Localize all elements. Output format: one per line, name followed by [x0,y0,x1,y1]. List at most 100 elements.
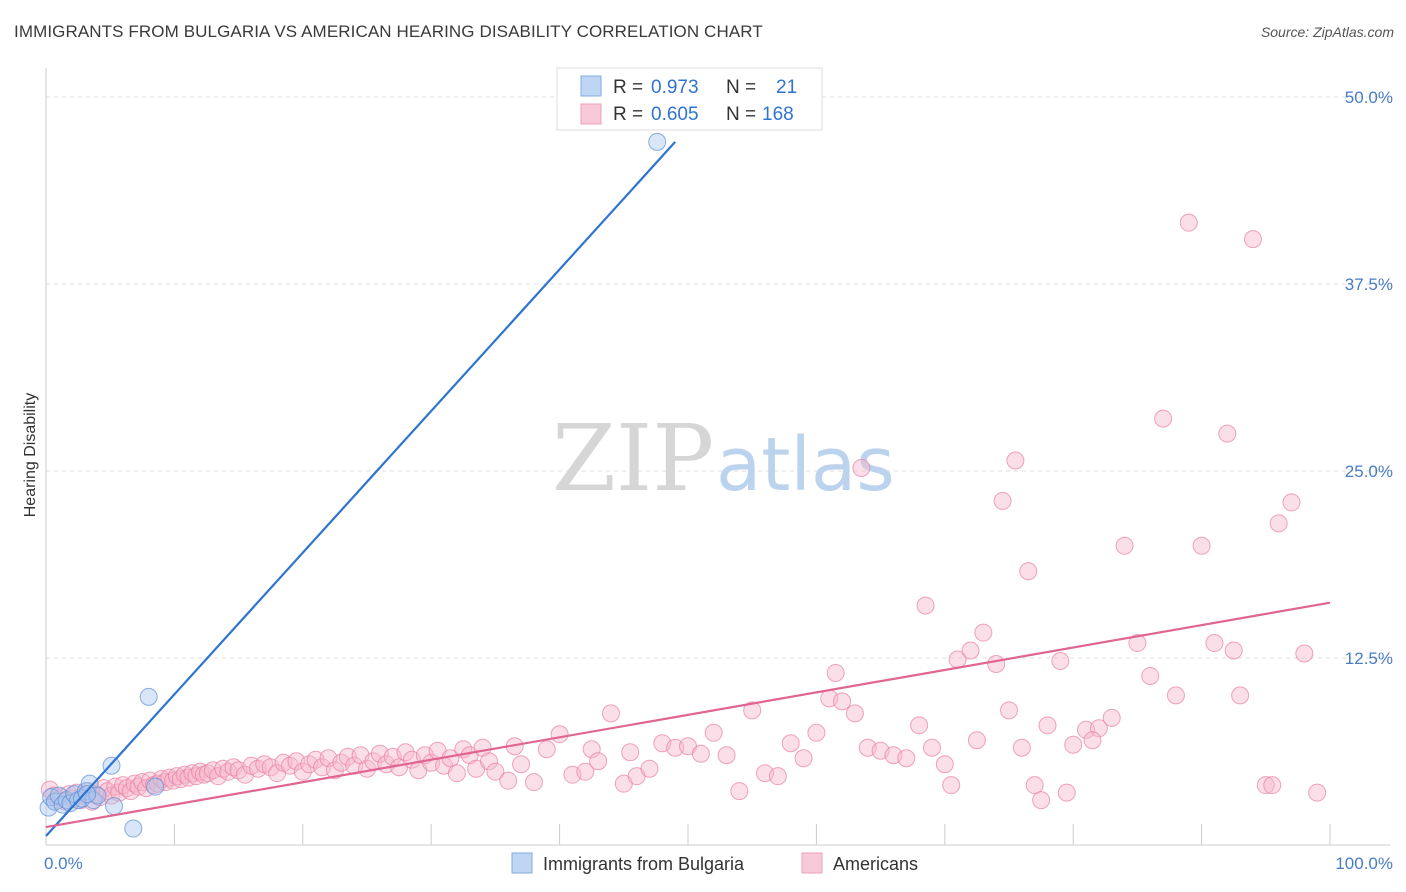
data-point [852,459,871,478]
data-point [1038,716,1057,735]
y-tick-label: 50.0% [1345,88,1393,107]
data-point [1243,230,1262,249]
data-point [1115,536,1134,555]
legend-label-americans: Americans [833,854,918,874]
data-point [730,782,749,801]
data-point [1057,783,1076,802]
data-point [974,623,993,642]
data-point [1282,493,1301,512]
data-point [325,761,344,780]
data-point [942,776,961,795]
data-point [524,773,543,792]
data-point [717,746,736,765]
data-point [105,797,124,816]
data-point [1308,783,1327,802]
data-point [648,132,667,151]
stats-box: R = 0.973 N = 21 R = 0.605 N = 168 [556,67,823,131]
data-point [248,759,267,778]
data-point [582,740,601,759]
data-point [1224,641,1243,660]
data-point [826,663,845,682]
data-point [1083,731,1102,750]
watermark-zip: ZIP [552,405,714,512]
legend-label-bulgaria: Immigrants from Bulgaria [543,854,745,874]
data-point [486,762,505,781]
data-point [499,771,518,790]
stats-r-value-americans: 0.605 [651,104,699,125]
data-point [897,749,916,768]
data-point [1019,562,1038,581]
data-point [845,704,864,723]
stats-swatch-americans [580,103,602,125]
data-point [833,692,852,711]
x-tick-label: 100.0% [1335,854,1393,873]
axes [45,68,1390,846]
data-point [987,654,1006,673]
data-point [306,750,325,769]
y-tick-label: 37.5% [1345,275,1393,294]
data-point [1154,409,1173,428]
data-point [1295,644,1314,663]
data-point [139,687,158,706]
data-point [1064,735,1083,754]
data-point [1179,213,1198,232]
y-tick-label: 25.0% [1345,462,1393,481]
data-point [1231,686,1250,705]
data-point [704,723,723,742]
data-point [1089,719,1108,738]
y-tick-label: 12.5% [1345,649,1393,668]
data-point [1256,776,1275,795]
data-point [1205,634,1224,653]
data-point [512,755,531,774]
data-point [1269,514,1288,533]
data-point [691,744,710,763]
data-point [621,743,640,762]
trend-line [45,601,1331,829]
data-point [447,764,466,783]
legend-swatch-bulgaria [511,852,533,874]
data-point [1192,536,1211,555]
data-point [589,752,608,771]
watermark: ZIP atlas [552,405,895,512]
data-point [1128,634,1147,653]
data-point [479,752,498,771]
data-point [666,738,685,757]
stats-n-label-bulgaria: N = [726,77,756,98]
data-point [768,767,787,786]
data-point [794,749,813,768]
legend-swatch-americans [801,852,823,874]
stats-r-value-bulgaria: 0.973 [651,77,699,98]
data-point [1218,424,1237,443]
data-point [537,740,556,759]
trend-line [45,141,676,837]
data-point [961,641,980,660]
series-americans [40,213,1327,811]
data-point [993,491,1012,510]
data-point [1166,686,1185,705]
data-point [935,755,954,774]
y-tick-labels: 12.5% 25.0% 37.5% 50.0% [1345,88,1393,668]
data-point [910,716,929,735]
data-point [396,743,415,762]
data-point [1000,701,1018,720]
data-point [1263,776,1282,795]
trend-lines [45,141,1331,837]
data-point [922,738,941,757]
data-point [576,762,595,781]
data-point [1006,451,1025,470]
data-point [743,701,762,720]
stats-n-value-americans: 168 [762,104,794,125]
data-point [967,731,986,750]
stats-n-value-bulgaria: 21 [776,77,797,98]
watermark-atlas: atlas [716,422,895,508]
y-axis-title: Hearing Disability [22,393,39,518]
x-tick-labels: 0.0% 100.0% [44,854,1393,873]
chart-source: Source: ZipAtlas.com [1260,24,1394,40]
data-point [781,734,800,753]
data-point [1077,720,1096,739]
data-point [1012,738,1031,757]
stats-r-label-americans: R = [613,104,643,125]
data-point [1051,651,1070,670]
gridlines [46,96,1390,659]
